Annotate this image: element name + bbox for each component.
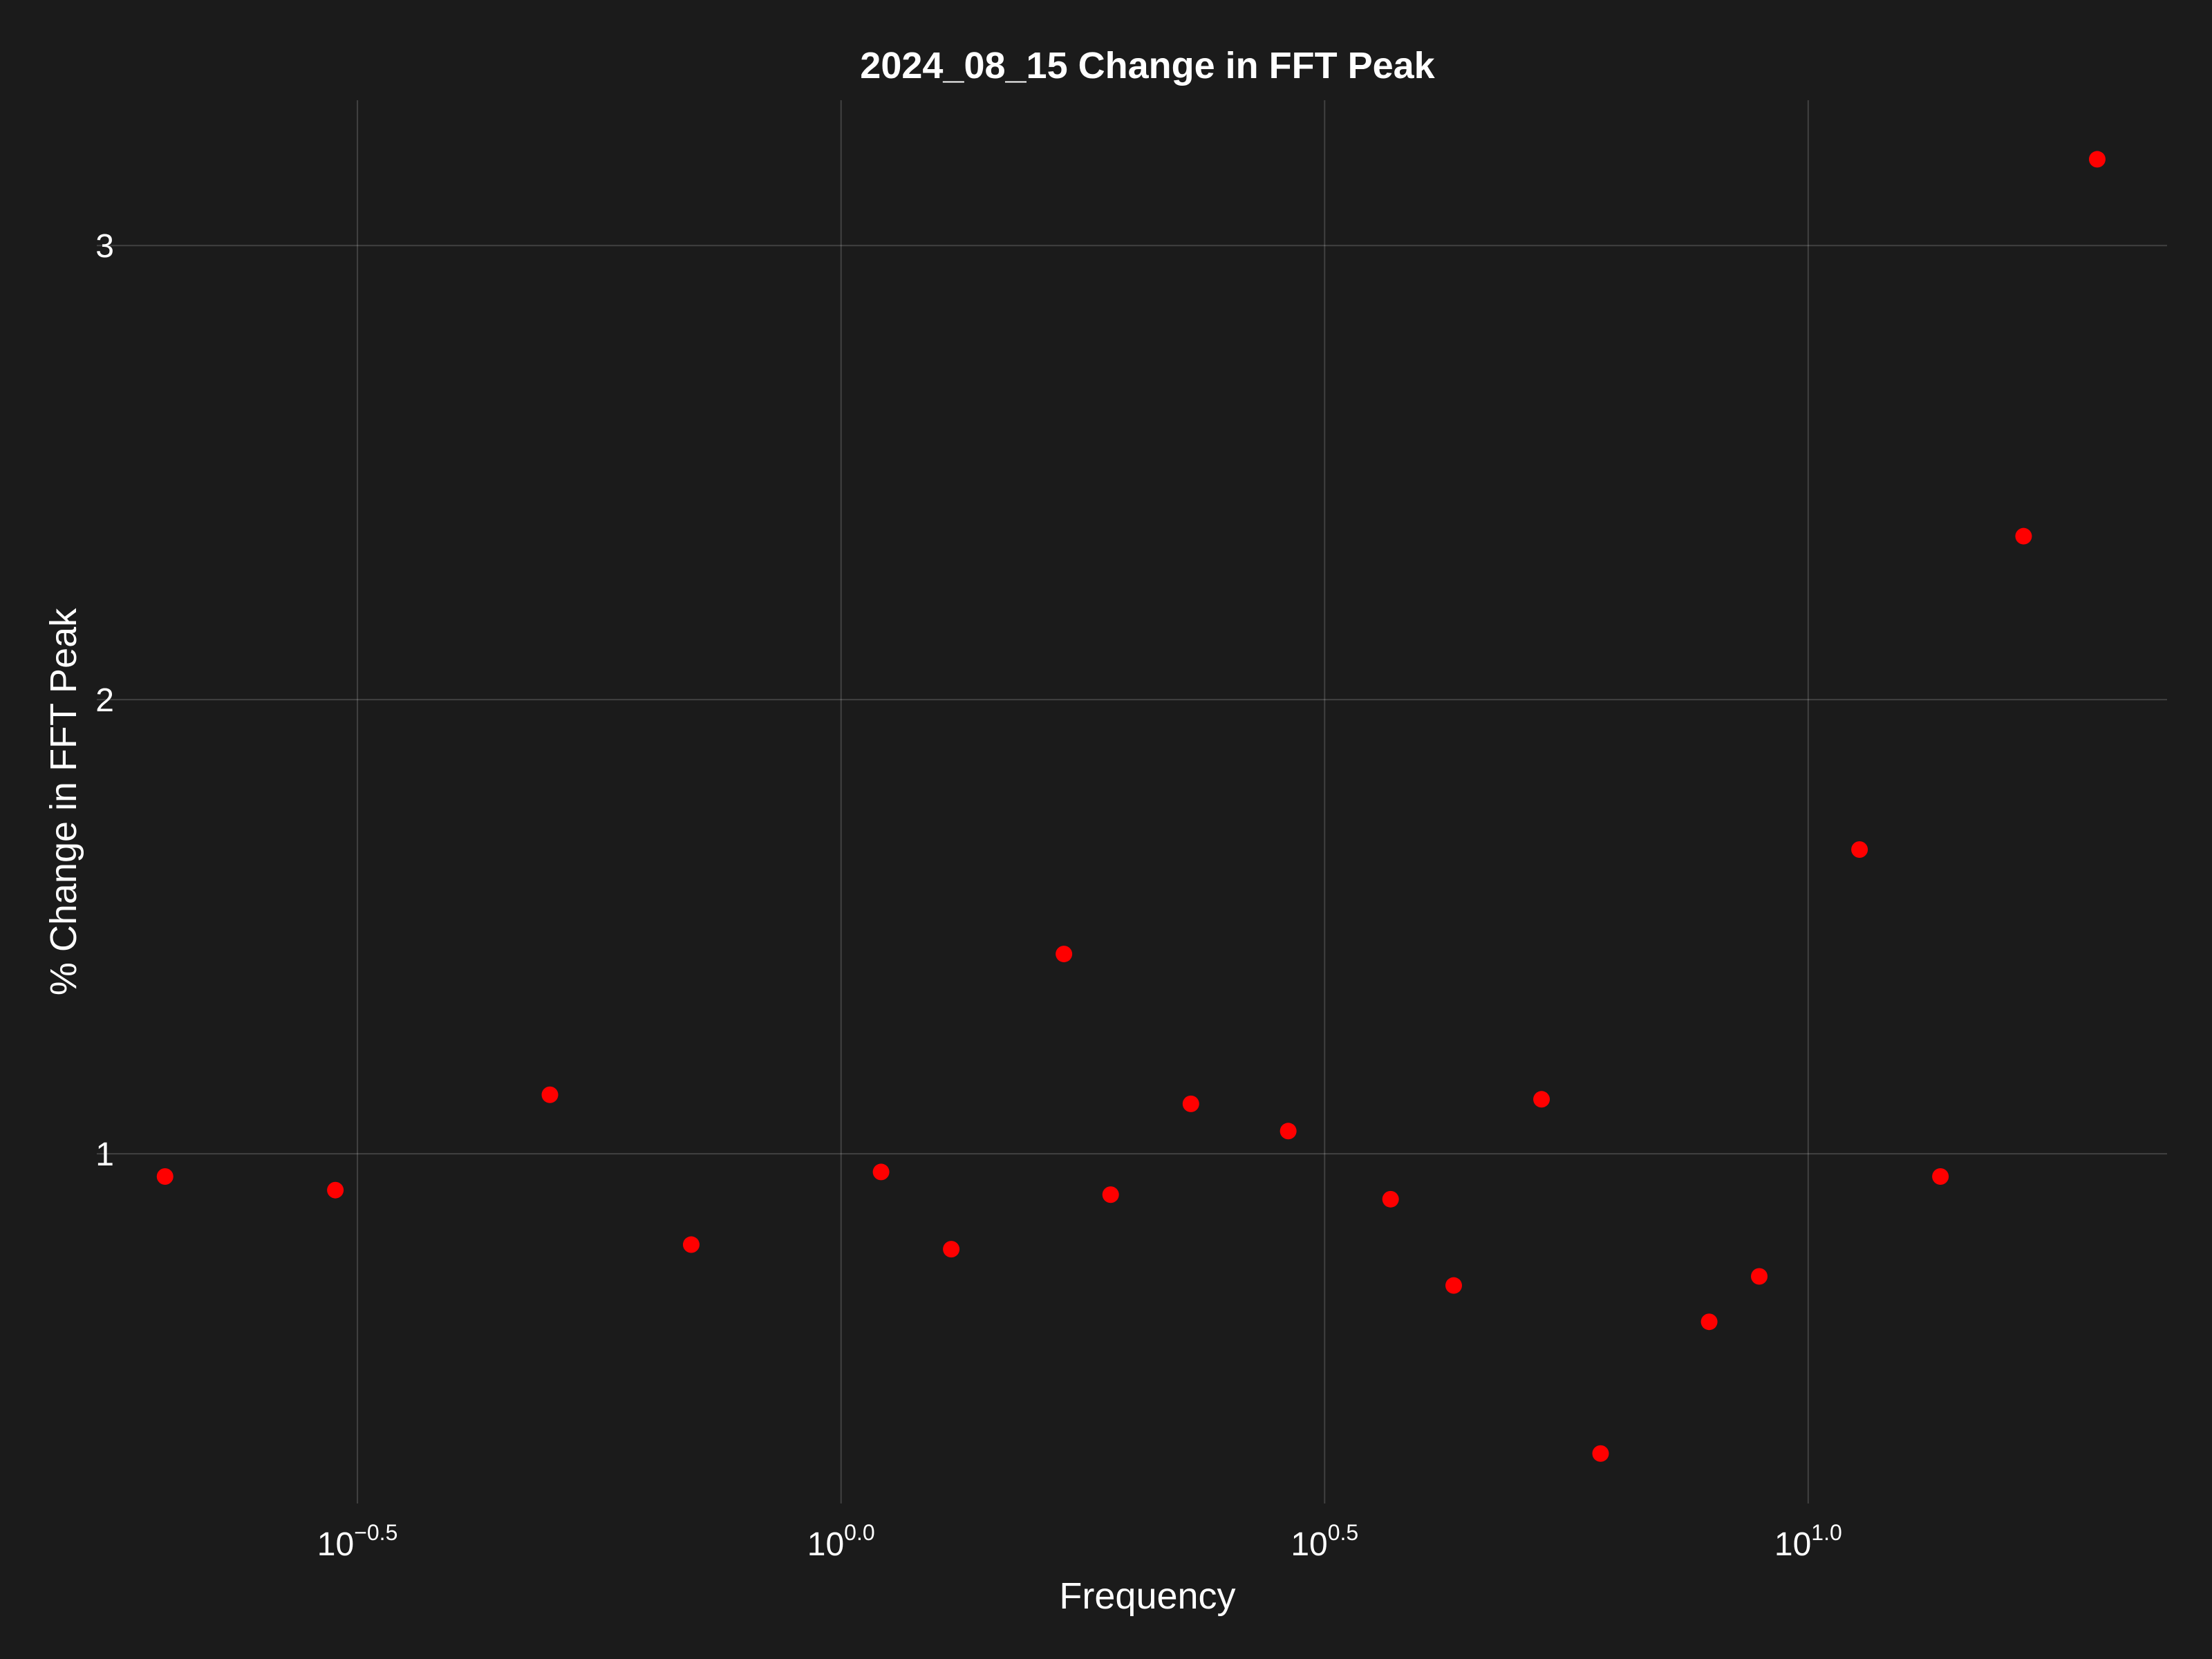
data-point — [1700, 1313, 1718, 1331]
data-points — [156, 151, 2106, 1462]
data-point — [541, 1086, 559, 1103]
data-point — [1382, 1190, 1399, 1208]
y-tick-label: 2 — [95, 682, 114, 719]
x-tick-label: 101.0 — [1774, 1520, 1842, 1563]
x-tick-label: 100.0 — [807, 1520, 875, 1563]
chart-title: 2024_08_15 Change in FFT Peak — [860, 45, 1435, 86]
data-point — [2015, 527, 2032, 545]
data-point — [2088, 151, 2106, 168]
x-tick-label: 100.5 — [1291, 1520, 1358, 1563]
data-point — [943, 1241, 960, 1258]
data-point — [1280, 1123, 1297, 1140]
data-point — [1751, 1268, 1768, 1285]
data-point — [1851, 841, 1868, 858]
data-point — [1533, 1091, 1550, 1108]
y-axis-label: % Change in FFT Peak — [43, 608, 84, 995]
data-point — [1932, 1168, 1949, 1185]
data-point — [872, 1163, 890, 1181]
data-point — [156, 1168, 174, 1185]
x-axis-label: Frequency — [1059, 1575, 1235, 1617]
data-point — [1445, 1277, 1463, 1294]
y-tick-label: 1 — [95, 1136, 114, 1173]
tick-labels: 10−0.5 100.0 100.5 101.0 1 2 3 — [95, 228, 1841, 1563]
data-point — [1182, 1095, 1199, 1112]
x-tick-label: 10−0.5 — [317, 1520, 398, 1563]
data-point — [327, 1181, 344, 1199]
data-point — [1102, 1186, 1119, 1203]
data-point — [682, 1236, 700, 1253]
grid — [97, 100, 2167, 1503]
y-tick-label: 3 — [95, 228, 114, 265]
data-point — [1056, 946, 1073, 963]
data-point — [1592, 1445, 1609, 1462]
